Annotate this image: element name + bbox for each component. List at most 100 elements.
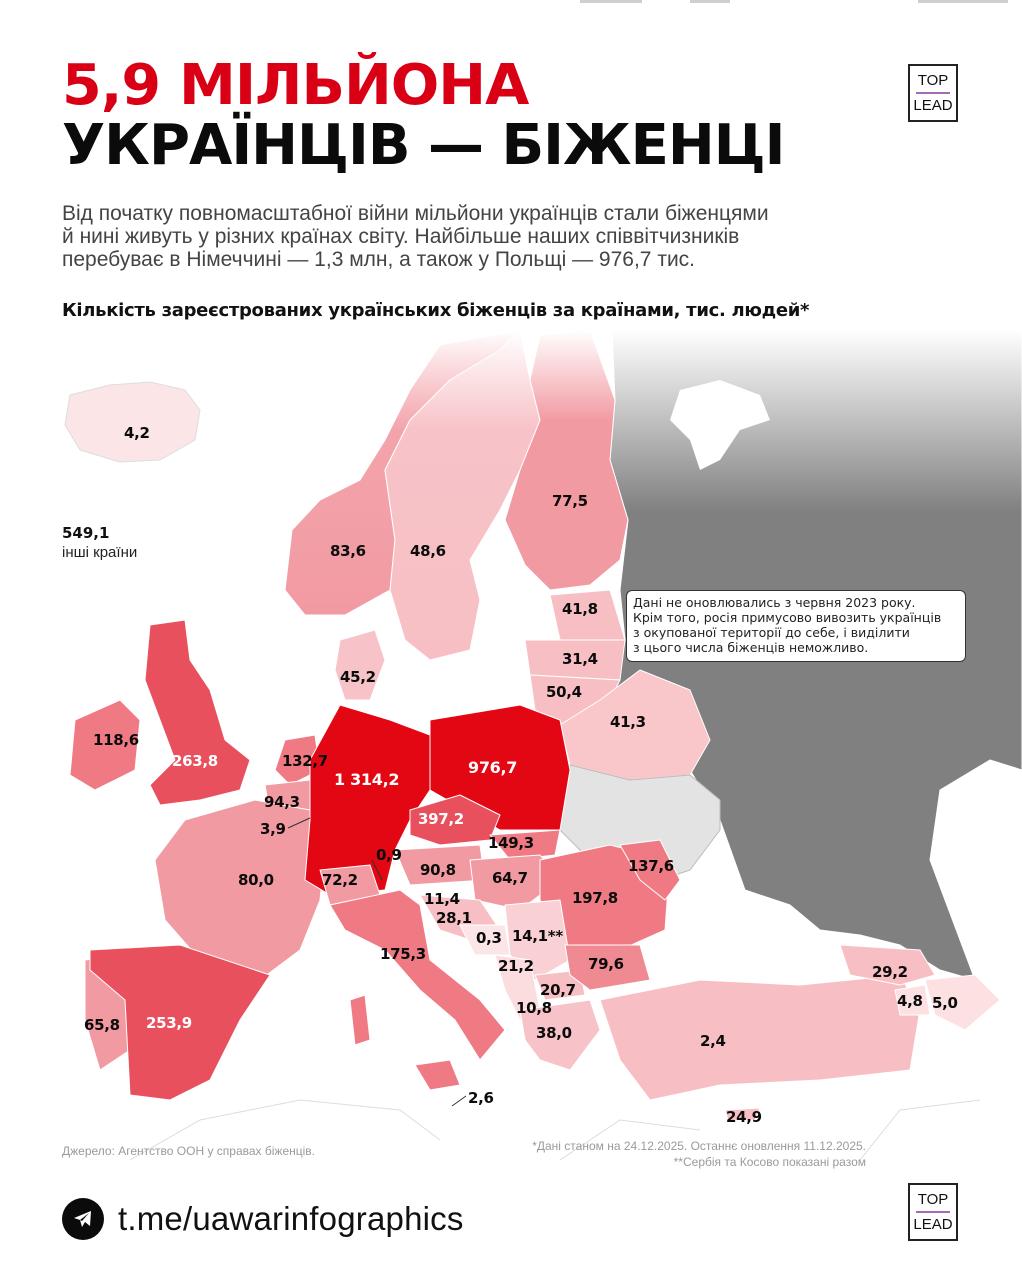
label-bulgaria: 79,6: [588, 955, 624, 973]
label-bosnia: 0,3: [476, 929, 502, 947]
label-liechtenstein: 0,9: [376, 846, 402, 864]
label-norway: 83,6: [330, 542, 366, 560]
france: [154, 799, 326, 981]
united-kingdom: [144, 619, 251, 806]
footnote-serbia-kosovo: **Сербія та Косово показані разом: [673, 1155, 866, 1169]
label-turkey: 2,4: [700, 1032, 726, 1050]
north-africa-outline: [129, 1099, 981, 1160]
label-germany: 1 314,2: [334, 770, 400, 789]
label-slovakia: 149,3: [488, 834, 534, 852]
iceland: [64, 381, 201, 463]
germany: [304, 704, 431, 896]
label-serbia-kosovo: 14,1**: [512, 927, 563, 945]
lead-line: перебуває в Німеччині — 1,3 млн, а також…: [62, 248, 696, 271]
label-finland: 77,5: [552, 492, 588, 510]
label-hungary: 64,7: [492, 869, 528, 887]
telegram-link[interactable]: t.me/uawarinfographics: [118, 1200, 464, 1237]
logo-divider: [916, 92, 950, 94]
luxembourg-leader: [287, 817, 311, 829]
label-lithuania: 50,4: [546, 683, 582, 701]
note-line: з цього числа біженців неможливо.: [633, 640, 869, 655]
label-france: 80,0: [238, 871, 274, 889]
top-lead-logo: TOP LEAD: [908, 64, 958, 122]
czechia: [409, 794, 501, 846]
ireland: [69, 699, 141, 791]
label-switzerland: 72,2: [322, 871, 358, 889]
georgia: [839, 944, 936, 986]
top-edge-artifact: [690, 0, 730, 3]
label-greece: 38,0: [536, 1024, 572, 1042]
top-edge-artifact: [918, 0, 1008, 3]
armenia: [894, 984, 931, 1016]
denmark: [334, 629, 386, 701]
sicily: [414, 1059, 461, 1091]
spain: [89, 944, 271, 1101]
top-lead-logo-bottom: TOP LEAD: [908, 1183, 958, 1241]
telegram-channel[interactable]: t.me/uawarinfographics: [62, 1198, 464, 1240]
other-countries-text: інші країни: [62, 544, 138, 561]
footnotes: *Дані станом на 24.12.2025. Останнє онов…: [532, 1138, 866, 1170]
logo-text-top: TOP: [917, 72, 949, 89]
label-denmark: 45,2: [340, 668, 376, 686]
label-malta: 2,6: [468, 1089, 494, 1107]
map-subtitle: Кількість зареєстрованих українських біж…: [62, 300, 810, 321]
label-italy: 175,3: [380, 945, 426, 963]
label-spain: 253,9: [146, 1014, 192, 1032]
turkey: [599, 974, 921, 1101]
label-portugal: 65,8: [84, 1016, 120, 1034]
lead-paragraph: Від початку повномасштабної війни мільйо…: [62, 202, 942, 271]
label-belgium: 94,3: [264, 793, 300, 811]
label-cyprus: 24,9: [726, 1108, 762, 1126]
headline-accent: 5,9 МІЛЬЙОНА: [62, 53, 529, 118]
label-albania: 10,8: [516, 999, 552, 1017]
footnote-date: *Дані станом на 24.12.2025. Останнє онов…: [532, 1139, 866, 1153]
note-line: Крім того, росія примусово вивозить укра…: [633, 610, 942, 625]
label-austria: 90,8: [420, 861, 456, 879]
russia-data-note: Дані не оновлювались з червня 2023 року.…: [626, 590, 966, 662]
top-edge-artifact: [580, 0, 642, 3]
italy: [329, 889, 506, 1061]
cyprus: [724, 1107, 761, 1121]
logo-text-bottom: LEAD: [913, 1216, 953, 1233]
white-sea: [670, 380, 770, 470]
finland: [504, 329, 629, 591]
azerbaijan: [924, 974, 1001, 1031]
label-azerbaijan: 5,0: [932, 994, 958, 1012]
label-croatia: 28,1: [436, 909, 472, 927]
bulgaria: [564, 944, 651, 991]
malta-leader: [451, 1095, 467, 1107]
liechtenstein-leader: [371, 859, 383, 881]
note-line: Дані не оновлювались з червня 2023 року.: [633, 595, 916, 610]
label-poland: 976,7: [468, 758, 518, 777]
label-united-kingdom: 263,8: [172, 752, 218, 770]
label-romania: 197,8: [572, 889, 618, 907]
label-montenegro: 21,2: [498, 957, 534, 975]
logo-text-top: TOP: [917, 1191, 949, 1208]
headline: УКРАЇНЦІВ — БІЖЕНЦІ: [62, 113, 785, 178]
note-line: з окупованої території до себе, і виділи…: [633, 625, 910, 640]
lead-line: й нині живуть у різних країнах світу. На…: [62, 225, 740, 248]
label-netherlands: 132,7: [282, 752, 328, 770]
label-north-macedonia: 20,7: [540, 981, 576, 999]
greece: [519, 999, 601, 1071]
source-note: Джерело: Агентство ООН у справах біженці…: [62, 1144, 315, 1158]
lead-line: Від початку повномасштабної війни мільйо…: [62, 202, 769, 225]
logo-divider: [916, 1211, 950, 1213]
label-iceland: 4,2: [124, 424, 150, 442]
slovakia: [489, 829, 561, 861]
label-latvia: 31,4: [562, 650, 598, 668]
label-georgia: 29,2: [872, 963, 908, 981]
label-moldova: 137,6: [628, 857, 674, 875]
label-luxembourg: 3,9: [260, 820, 286, 838]
other-countries-label: 549,1 інші країни: [62, 524, 137, 561]
moldova: [619, 839, 681, 901]
label-ireland: 118,6: [93, 731, 139, 749]
europe-choropleth-map: [64, 329, 1022, 1160]
logo-text-bottom: LEAD: [913, 97, 953, 114]
other-countries-value: 549,1: [62, 524, 110, 542]
netherlands: [274, 734, 321, 786]
label-estonia: 41,8: [562, 600, 598, 618]
label-sweden: 48,6: [410, 542, 446, 560]
label-belarus: 41,3: [610, 713, 646, 731]
sardinia: [349, 994, 371, 1046]
